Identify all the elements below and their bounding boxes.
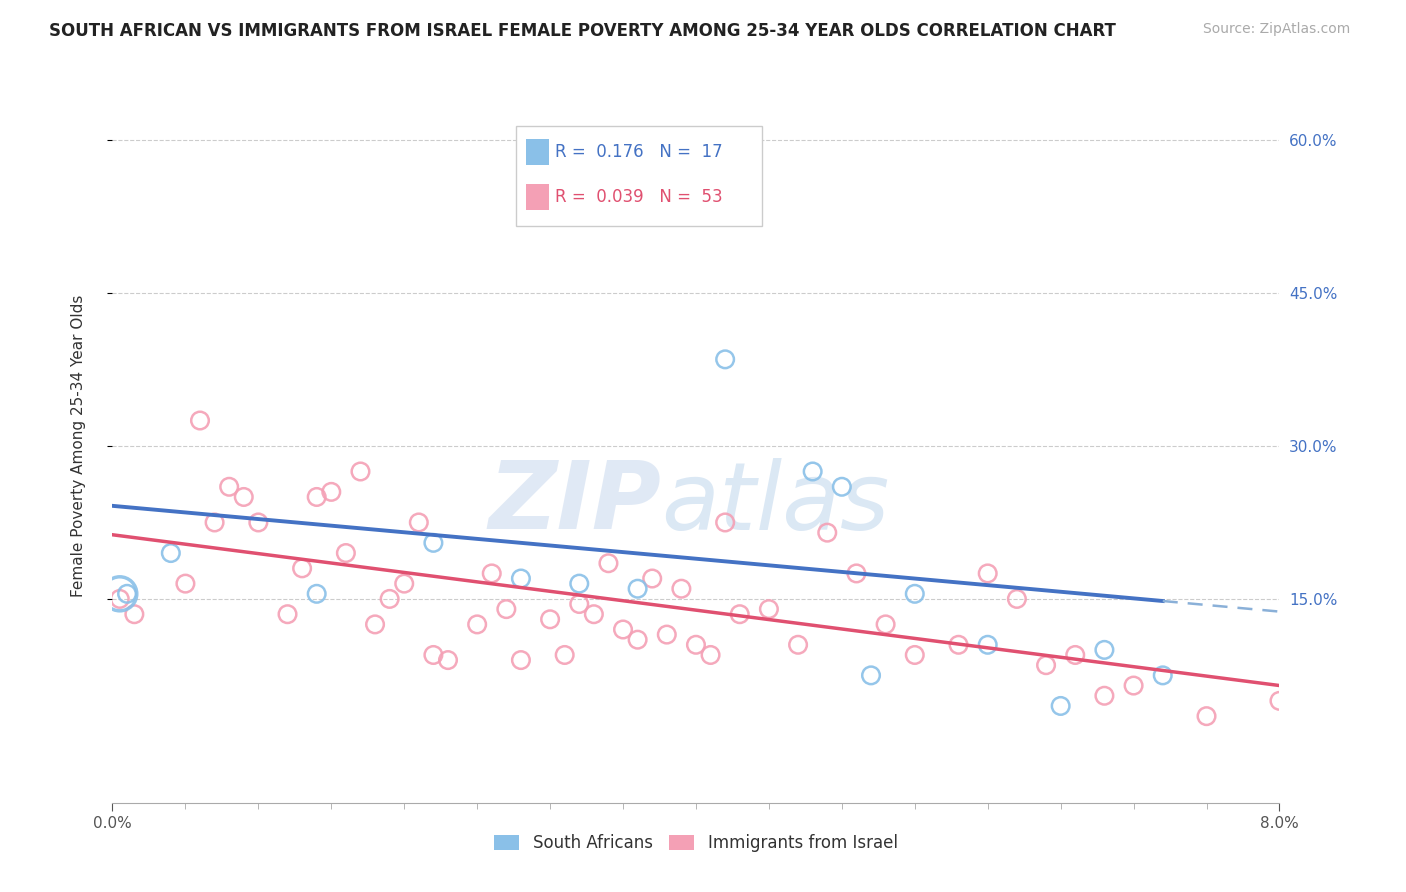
Point [232, 490, 254, 504]
Point [904, 587, 927, 601]
Point [276, 607, 298, 622]
Point [115, 587, 138, 601]
Point [554, 648, 576, 662]
Point [627, 582, 650, 596]
Point [335, 546, 357, 560]
Point [904, 648, 927, 662]
Point [1005, 591, 1028, 606]
Point [758, 602, 780, 616]
Text: atlas: atlas [661, 458, 889, 549]
Point [714, 516, 737, 530]
Point [1094, 643, 1116, 657]
Point [845, 566, 868, 581]
Point [394, 576, 416, 591]
Point [291, 561, 314, 575]
Point [685, 638, 707, 652]
Text: Source: ZipAtlas.com: Source: ZipAtlas.com [1202, 22, 1350, 37]
Point [437, 653, 460, 667]
Point [218, 480, 240, 494]
Point [787, 638, 810, 652]
Point [875, 617, 897, 632]
Point [860, 668, 883, 682]
Point [641, 572, 664, 586]
Point [568, 597, 591, 611]
Point [801, 465, 824, 479]
Point [568, 576, 591, 591]
Text: SOUTH AFRICAN VS IMMIGRANTS FROM ISRAEL FEMALE POVERTY AMONG 25-34 YEAR OLDS COR: SOUTH AFRICAN VS IMMIGRANTS FROM ISRAEL … [49, 22, 1116, 40]
Point [1049, 698, 1071, 713]
Y-axis label: Female Poverty Among 25-34 Year Olds: Female Poverty Among 25-34 Year Olds [72, 295, 86, 597]
Point [538, 612, 561, 626]
Point [699, 648, 721, 662]
Point [481, 566, 503, 581]
Point [174, 576, 197, 591]
Point [349, 465, 371, 479]
Point [247, 516, 270, 530]
Point [422, 648, 444, 662]
Point [108, 587, 131, 601]
Point [714, 352, 737, 367]
Point [495, 602, 517, 616]
Point [1094, 689, 1116, 703]
Point [124, 607, 146, 622]
Point [655, 627, 678, 641]
Point [1195, 709, 1218, 723]
Point [976, 638, 998, 652]
Point [1152, 668, 1174, 682]
Point [1035, 658, 1057, 673]
Point [1268, 694, 1291, 708]
Point [465, 617, 488, 632]
Point [815, 525, 838, 540]
Point [627, 632, 650, 647]
Point [364, 617, 387, 632]
Point [108, 591, 131, 606]
Point [305, 587, 328, 601]
Point [1064, 648, 1087, 662]
Point [976, 566, 998, 581]
Point [204, 516, 226, 530]
Point [948, 638, 970, 652]
Point [321, 484, 343, 499]
Point [831, 480, 853, 494]
Point [671, 204, 693, 219]
Point [612, 623, 634, 637]
Point [160, 546, 183, 560]
Point [305, 490, 328, 504]
Text: R =  0.176   N =  17: R = 0.176 N = 17 [555, 143, 723, 161]
Point [598, 556, 620, 570]
Point [378, 591, 401, 606]
Point [509, 653, 531, 667]
Point [188, 413, 211, 427]
Text: ZIP: ZIP [488, 457, 661, 549]
Point [671, 582, 693, 596]
Point [582, 607, 605, 622]
Point [509, 572, 531, 586]
Text: R =  0.039   N =  53: R = 0.039 N = 53 [555, 188, 723, 206]
Point [422, 536, 444, 550]
Point [408, 516, 430, 530]
Point [1122, 679, 1144, 693]
Legend: South Africans, Immigrants from Israel: South Africans, Immigrants from Israel [488, 828, 904, 859]
Point [728, 607, 751, 622]
